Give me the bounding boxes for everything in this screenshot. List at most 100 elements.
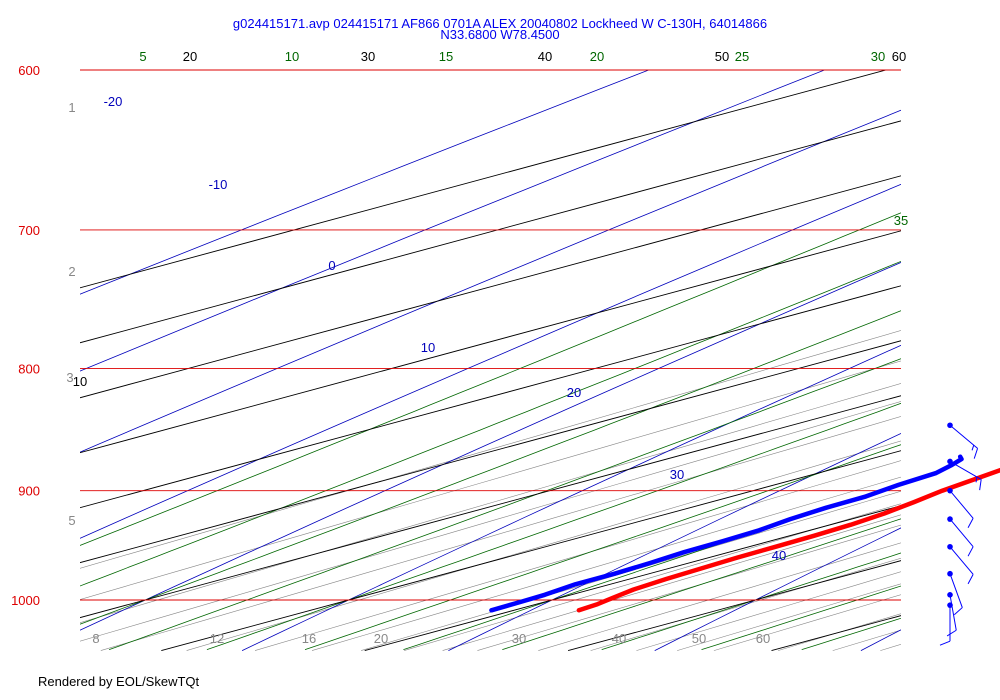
dewpoint-point bbox=[897, 484, 899, 486]
isotherm-line bbox=[365, 35, 1000, 651]
dewpoint-point bbox=[683, 551, 685, 553]
moist-adiabat-line bbox=[109, 33, 1000, 650]
dry-adiabat-line bbox=[36, 35, 1000, 651]
dry-adiabat-label: 10 bbox=[421, 340, 435, 355]
mixing-ratio-label: 60 bbox=[756, 631, 770, 646]
temperature-point bbox=[578, 609, 580, 611]
wind-barb bbox=[947, 516, 973, 556]
dry-adiabat-label: 40 bbox=[772, 548, 786, 563]
temperature-point bbox=[611, 597, 613, 599]
temperature-point bbox=[883, 512, 885, 514]
temperature-point bbox=[700, 567, 702, 569]
wind-barb-feather bbox=[940, 641, 950, 645]
wind-barb-staff bbox=[950, 461, 981, 479]
isotherm-label: 40 bbox=[538, 49, 552, 64]
temperature-point bbox=[913, 501, 915, 503]
moist-adiabat-line bbox=[207, 33, 1000, 650]
isobar-label: 800 bbox=[18, 361, 40, 376]
height-label: 2 bbox=[68, 264, 75, 279]
temperature-trace bbox=[579, 441, 1000, 610]
mixing-ratio-line bbox=[255, 35, 1000, 651]
moist-adiabat-label: 15 bbox=[439, 49, 453, 64]
dewpoint-point bbox=[959, 456, 961, 458]
wind-barb-half-feather bbox=[972, 445, 974, 450]
wind-barb-staff bbox=[950, 491, 973, 519]
mixing-ratio-line bbox=[714, 35, 1000, 651]
temperature-point bbox=[774, 546, 776, 548]
moist-adiabat-line bbox=[802, 33, 1000, 650]
dewpoint-point bbox=[865, 495, 867, 497]
moist-adiabats bbox=[0, 33, 1000, 650]
isobar-label: 600 bbox=[18, 63, 40, 78]
dewpoint-point bbox=[951, 464, 953, 466]
dry-adiabat-label: 30 bbox=[670, 467, 684, 482]
mixing-ratio-label: 40 bbox=[612, 631, 626, 646]
wind-barb-feather bbox=[980, 479, 982, 490]
isotherm-label: 30 bbox=[361, 49, 375, 64]
mixing-ratio-line bbox=[404, 35, 1000, 651]
mixing-ratio-label: 12 bbox=[210, 631, 224, 646]
mixing-ratio-lines bbox=[0, 35, 1000, 651]
wind-barb-feather bbox=[974, 448, 977, 458]
footer-credit: Rendered by EOL/SkewTQt bbox=[38, 674, 199, 689]
wind-barb-feather bbox=[968, 574, 973, 583]
dewpoint-point bbox=[544, 594, 546, 596]
mixing-ratio-line bbox=[778, 35, 1000, 651]
mixing-ratio-line bbox=[677, 35, 1000, 651]
temperature-point bbox=[632, 588, 634, 590]
moist-adiabat-label: 25 bbox=[735, 49, 749, 64]
height-label: 5 bbox=[68, 513, 75, 528]
dewpoint-point bbox=[960, 458, 962, 460]
isobar-label: 1000 bbox=[11, 593, 40, 608]
sounding-profile bbox=[490, 422, 1000, 611]
mixing-ratio-label: 20 bbox=[374, 631, 388, 646]
isotherm-line bbox=[975, 35, 1000, 651]
moist-adiabat-label: 35 bbox=[894, 213, 908, 228]
dry-adiabat-line bbox=[242, 35, 1000, 651]
dewpoint-point bbox=[574, 583, 576, 585]
mixing-ratio-line bbox=[960, 35, 1000, 651]
dry-adiabat-label: 20 bbox=[567, 385, 581, 400]
wind-barb-feather bbox=[968, 547, 973, 556]
mixing-ratio-label: 16 bbox=[302, 631, 316, 646]
isobars bbox=[80, 70, 901, 600]
temperature-point bbox=[736, 556, 738, 558]
wind-barb-staff bbox=[950, 595, 956, 630]
mixing-ratio-label: 30 bbox=[512, 631, 526, 646]
wind-barb-staff bbox=[950, 425, 978, 448]
height-label: 3 bbox=[66, 370, 73, 385]
mixing-ratio-line bbox=[591, 35, 1000, 651]
moist-adiabat-line bbox=[305, 33, 1000, 650]
dry-adiabat-line bbox=[861, 35, 1000, 651]
wind-barb bbox=[947, 422, 977, 458]
dewpoint-point bbox=[490, 609, 492, 611]
wind-barb-feather bbox=[947, 630, 956, 636]
mixing-ratio-line bbox=[443, 35, 1000, 651]
isotherm-label: 50 bbox=[715, 49, 729, 64]
isotherm-label: 20 bbox=[183, 49, 197, 64]
dewpoint-point bbox=[825, 507, 827, 509]
isotherm-line bbox=[161, 35, 1000, 651]
mixing-ratio-label: 8 bbox=[92, 631, 99, 646]
temperature-point bbox=[665, 578, 667, 580]
mixing-ratio-label: 50 bbox=[692, 631, 706, 646]
mixing-ratio-line bbox=[312, 35, 1000, 651]
dewpoint-point bbox=[758, 529, 760, 531]
wind-barb-staff bbox=[950, 547, 973, 575]
dry-adiabat-label: 0 bbox=[328, 258, 335, 273]
mixing-ratio-line bbox=[48, 35, 1000, 651]
mixing-ratio-line bbox=[880, 35, 1000, 651]
temperature-point bbox=[813, 535, 815, 537]
moist-adiabat-line bbox=[0, 33, 1000, 650]
moist-adiabat-line bbox=[902, 33, 1000, 650]
dewpoint-point bbox=[649, 562, 651, 564]
temperature-point bbox=[974, 478, 976, 480]
dewpoint-point bbox=[613, 573, 615, 575]
temperature-point bbox=[597, 603, 599, 605]
moist-adiabat-label: 10 bbox=[285, 49, 299, 64]
wind-barb bbox=[940, 602, 953, 645]
moist-adiabat-label: 20 bbox=[590, 49, 604, 64]
height-label: 1 bbox=[68, 100, 75, 115]
